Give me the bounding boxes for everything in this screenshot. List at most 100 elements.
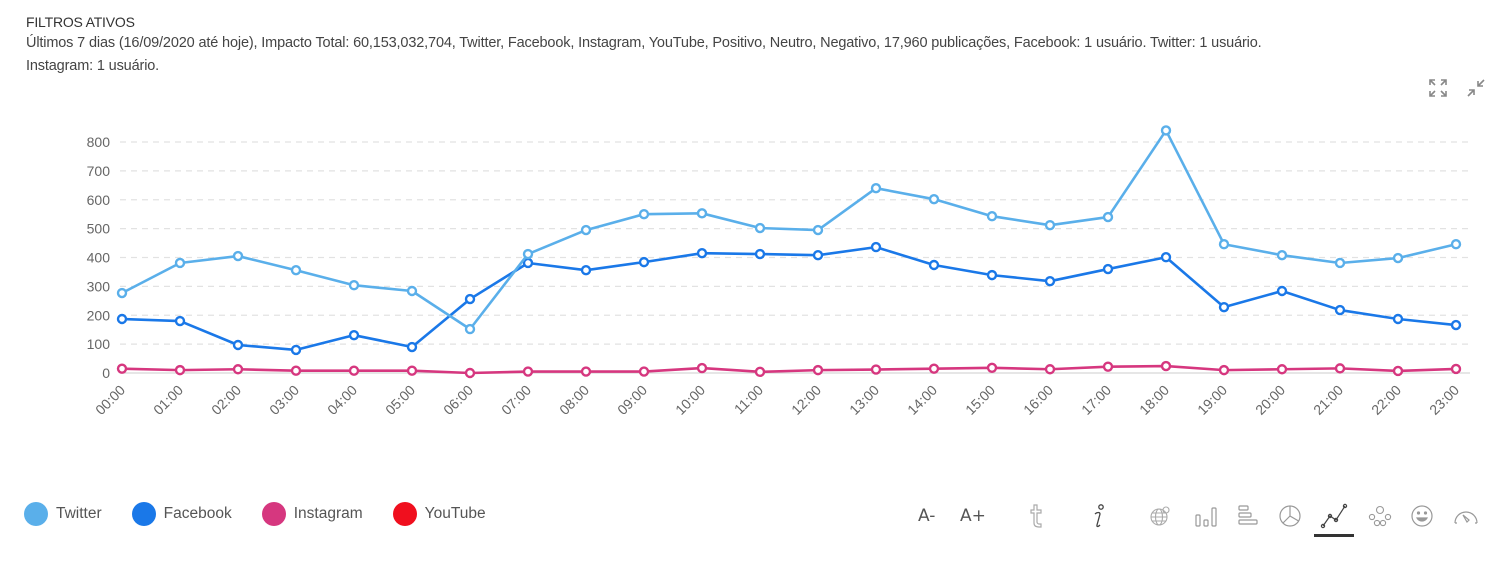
info-button[interactable] — [1084, 500, 1112, 532]
data-point-twitter — [290, 265, 302, 276]
data-point-twitter — [522, 248, 534, 260]
data-point-instagram — [1218, 364, 1230, 376]
data-point-twitter — [754, 222, 766, 234]
data-point-twitter — [580, 224, 592, 236]
x-tick-label: 06:00 — [440, 382, 476, 418]
data-point-facebook — [1450, 319, 1462, 331]
legend-item-twitter[interactable]: Twitter — [24, 502, 102, 526]
data-point-facebook — [928, 259, 940, 271]
x-tick-label: 07:00 — [498, 382, 534, 418]
data-point-twitter — [638, 208, 650, 220]
data-point-facebook — [812, 249, 824, 261]
data-point-twitter — [1276, 249, 1288, 261]
font-increase-button[interactable]: A+ — [960, 506, 986, 526]
x-tick-label: 18:00 — [1136, 382, 1172, 418]
pie-chart-button[interactable] — [1276, 500, 1304, 532]
line-chart-button[interactable] — [1314, 500, 1354, 537]
data-point-facebook — [1334, 304, 1346, 316]
x-tick-label: 02:00 — [208, 382, 244, 418]
x-tick-label: 11:00 — [731, 382, 767, 418]
data-point-twitter — [986, 211, 998, 222]
data-point-instagram — [464, 367, 476, 379]
x-tick-label: 15:00 — [962, 382, 998, 418]
data-point-instagram — [580, 366, 592, 377]
data-point-instagram — [1450, 363, 1462, 375]
collapse-icon — [1467, 79, 1485, 97]
legend-item-youtube[interactable]: YouTube — [392, 502, 486, 526]
filters-summary: Últimos 7 dias (16/09/2020 até hoje), Im… — [26, 35, 1262, 51]
pie-chart-icon — [1279, 505, 1301, 527]
data-point-facebook — [116, 313, 128, 325]
filters-summary-cont: Instagram: 1 usuário. — [26, 58, 160, 74]
gauge-icon — [1454, 511, 1478, 524]
data-point-twitter — [1392, 252, 1404, 264]
y-tick-label: 400 — [87, 250, 111, 266]
globe-icon — [1150, 506, 1170, 526]
data-point-facebook — [406, 341, 418, 353]
data-point-instagram — [348, 365, 360, 376]
data-point-twitter — [1102, 211, 1114, 223]
bar-chart-icon — [1195, 507, 1217, 527]
series-line-instagram — [121, 364, 1457, 375]
info-icon — [1094, 504, 1104, 528]
data-point-instagram — [986, 362, 998, 374]
x-tick-label: 03:00 — [266, 382, 302, 418]
data-point-twitter — [812, 224, 824, 236]
x-tick-label: 20:00 — [1252, 382, 1288, 418]
sentiment-view-button[interactable] — [1408, 500, 1436, 532]
legend-item-facebook[interactable]: Facebook — [131, 502, 232, 526]
data-point-facebook — [1044, 275, 1056, 287]
data-point-twitter — [928, 193, 940, 205]
x-tick-label: 17:00 — [1078, 382, 1114, 418]
data-point-facebook — [1102, 263, 1114, 275]
y-tick-label: 200 — [87, 307, 111, 323]
data-point-instagram — [522, 366, 534, 377]
network-view-button[interactable] — [1366, 500, 1394, 532]
x-tick-label: 04:00 — [324, 382, 360, 418]
data-point-instagram — [1392, 365, 1404, 377]
x-tick-label: 10:00 — [672, 382, 708, 418]
text-icon — [1030, 504, 1042, 528]
y-tick-label: 100 — [87, 336, 111, 352]
data-point-twitter — [348, 280, 360, 291]
expand-button[interactable] — [1426, 76, 1450, 100]
active-filters: FILTROS ATIVOS Últimos 7 dias (16/09/202… — [26, 12, 1486, 78]
x-tick-label: 22:00 — [1368, 382, 1404, 418]
horizontal-bar-chart-button[interactable] — [1234, 500, 1262, 532]
collapse-button[interactable] — [1464, 76, 1488, 100]
bar-chart-button[interactable] — [1192, 500, 1220, 532]
data-point-instagram — [290, 365, 302, 376]
data-point-twitter — [1218, 239, 1230, 250]
y-tick-label: 700 — [87, 163, 111, 179]
data-point-facebook — [464, 293, 476, 305]
data-point-instagram — [870, 364, 882, 375]
legend-label: Facebook — [163, 505, 232, 522]
line-chart: 0 100 200 300 400 500 600 700 800 00:00 01:00 02:00… — [87, 125, 1470, 418]
x-tick-label: 05:00 — [382, 382, 418, 418]
gauge-view-button[interactable] — [1452, 500, 1480, 532]
sentiment-icon — [1411, 505, 1433, 527]
x-tick-label: 12:00 — [788, 382, 824, 418]
legend-dot-facebook — [131, 502, 156, 526]
chart-toolbar: A- A+ — [0, 500, 1511, 540]
data-point-instagram — [1276, 364, 1288, 375]
font-decrease-button[interactable]: A- — [918, 506, 936, 526]
data-point-facebook — [522, 257, 534, 269]
data-point-facebook — [696, 247, 708, 259]
x-tick-label: 00:00 — [92, 382, 128, 418]
data-point-instagram — [1160, 360, 1172, 372]
x-tick-label: 23:00 — [1426, 382, 1462, 418]
data-point-instagram — [928, 363, 940, 374]
data-point-instagram — [696, 362, 708, 374]
legend-item-instagram[interactable]: Instagram — [261, 502, 363, 526]
data-point-instagram — [812, 364, 824, 376]
data-point-facebook — [870, 241, 882, 253]
horizontal-bar-chart-icon — [1238, 505, 1258, 525]
globe-view-button[interactable] — [1146, 500, 1174, 532]
line-chart-icon — [1320, 503, 1348, 529]
data-point-instagram — [638, 366, 650, 377]
y-tick-label: 0 — [102, 365, 110, 381]
x-tick-label: 19:00 — [1194, 382, 1230, 418]
y-tick-label: 600 — [87, 192, 111, 208]
text-view-button[interactable] — [1022, 500, 1050, 532]
